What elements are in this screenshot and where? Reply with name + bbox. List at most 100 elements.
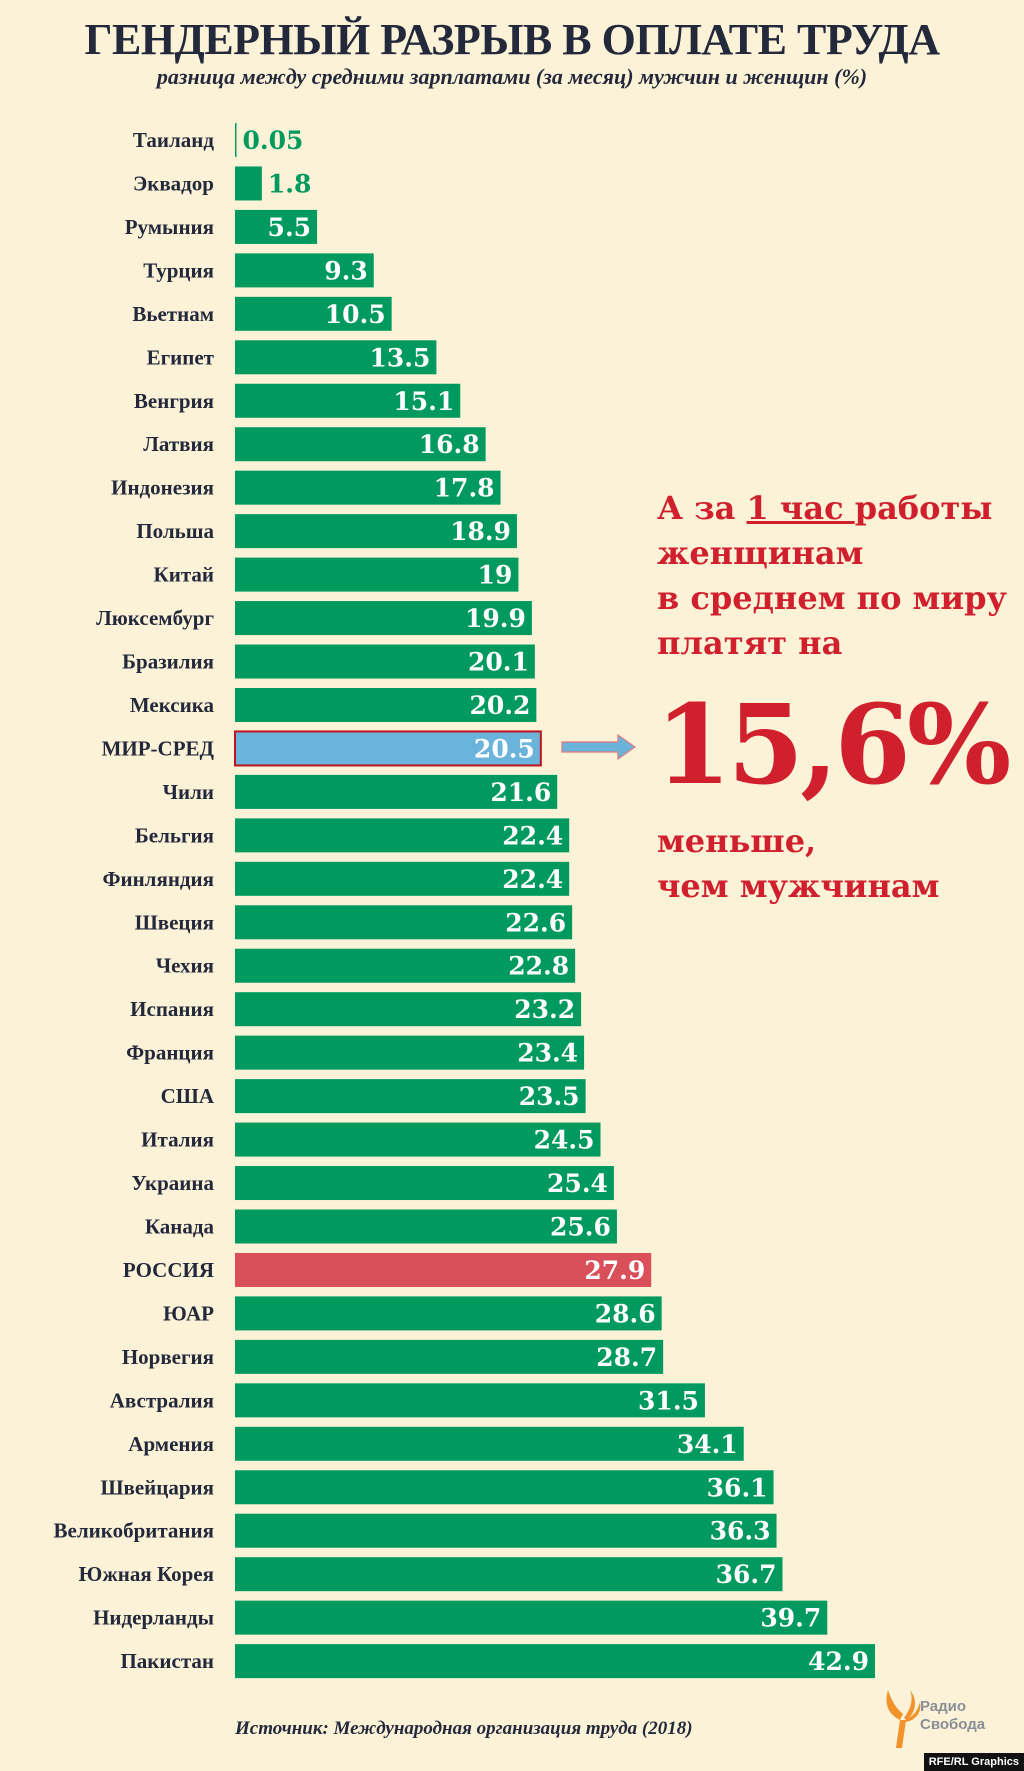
bar — [235, 1122, 601, 1157]
value-label: 0.05 — [243, 126, 304, 155]
bar — [235, 123, 237, 157]
callout-line-2: женщинам — [657, 534, 864, 572]
callout-line-5: меньше, — [657, 822, 817, 860]
category-label: Австралия — [110, 1388, 214, 1412]
category-label: ЮАР — [163, 1301, 214, 1325]
bar — [235, 687, 537, 722]
bar — [235, 1600, 828, 1635]
value-label: 39.7 — [760, 1604, 821, 1633]
bar — [235, 427, 486, 462]
callout-line-1: А за 1 час работы — [657, 486, 992, 531]
value-label: 22.6 — [505, 908, 566, 937]
value-label: 15.1 — [393, 387, 454, 416]
bar — [235, 253, 374, 288]
value-label: 42.9 — [808, 1647, 869, 1676]
bar — [235, 601, 532, 636]
value-label: 9.3 — [324, 256, 368, 285]
bar-chart: Таиланд 0.05 Эквадор 1.8 Румыния 5.5 Турция 9.3… — [54, 123, 875, 1679]
bar — [235, 1644, 875, 1679]
category-label: США — [161, 1084, 215, 1108]
value-label: 31.5 — [638, 1386, 699, 1415]
category-label: Испания — [130, 997, 214, 1021]
category-label: Люксембург — [96, 606, 214, 630]
category-label: Бразилия — [122, 650, 214, 674]
logo-text-line-1: Радио — [920, 1698, 967, 1715]
value-label: 22.8 — [508, 952, 569, 981]
bar — [235, 1513, 777, 1548]
category-label: Китай — [154, 563, 215, 587]
bar — [235, 948, 576, 983]
value-label: 23.2 — [514, 995, 575, 1024]
bar — [235, 514, 517, 549]
value-label: 28.6 — [595, 1299, 656, 1328]
value-label: 36.7 — [716, 1560, 777, 1589]
bar — [235, 992, 582, 1027]
value-label: 10.5 — [325, 300, 386, 329]
bar — [235, 209, 318, 244]
category-label: Мексика — [130, 693, 215, 717]
bar — [235, 383, 461, 418]
bar — [235, 774, 558, 809]
value-label: 17.8 — [434, 474, 495, 503]
bar — [235, 1166, 614, 1201]
category-label: Украина — [131, 1171, 214, 1195]
category-label: Польша — [136, 519, 214, 543]
value-label: 21.6 — [490, 778, 551, 807]
value-label: 20.5 — [474, 734, 535, 763]
value-label: 20.1 — [468, 648, 529, 677]
value-label: 23.5 — [519, 1082, 580, 1111]
credit-badge: RFE/RL Graphics — [923, 1753, 1024, 1771]
chart-title: ГЕНДЕРНЫЙ РАЗРЫВ В ОПЛАТЕ ТРУДА — [84, 15, 940, 64]
value-label: 19 — [478, 561, 513, 590]
bar — [235, 1079, 586, 1114]
chart-subtitle: разница между средними зарплатами (за ме… — [156, 64, 868, 89]
bar — [235, 166, 262, 201]
category-label: Таиланд — [133, 128, 214, 152]
value-label: 36.1 — [707, 1473, 768, 1502]
callout-line-3: в среднем по миру — [657, 579, 1007, 617]
arrow-right-icon — [561, 733, 637, 761]
value-label: 19.9 — [465, 604, 526, 633]
callout-underlined: 1 час — [746, 489, 855, 527]
category-label: Норвегия — [122, 1345, 214, 1369]
category-label: Венгрия — [134, 389, 214, 413]
category-label: Великобритания — [54, 1519, 214, 1543]
category-label: МИР-СРЕД — [102, 736, 215, 760]
category-label: РОССИЯ — [123, 1258, 214, 1282]
source-note: Источник: Международная организация труд… — [235, 1718, 693, 1739]
value-label: 5.5 — [268, 213, 312, 242]
bar — [235, 1557, 783, 1592]
category-label: Чили — [163, 780, 214, 804]
value-label: 24.5 — [534, 1126, 595, 1155]
value-label: 1.8 — [268, 169, 312, 198]
category-label: Франция — [126, 1041, 214, 1065]
value-label: 22.4 — [502, 865, 563, 894]
bar — [235, 818, 570, 853]
bar — [235, 470, 501, 505]
value-label: 36.3 — [710, 1517, 771, 1546]
category-label: Латвия — [143, 432, 214, 456]
bar — [235, 340, 437, 375]
bar — [235, 296, 392, 331]
callout-text: А за — [657, 489, 747, 527]
category-label: Вьетнам — [132, 302, 214, 326]
bar — [235, 861, 570, 896]
radio-svoboda-logo-icon — [886, 1690, 921, 1748]
category-label: Нидерланды — [93, 1606, 214, 1630]
category-label: Италия — [141, 1128, 214, 1152]
category-label: Пакистан — [120, 1649, 214, 1673]
logo-text-line-2: Свобода — [920, 1716, 986, 1733]
value-label: 13.5 — [370, 343, 431, 372]
bar — [235, 1035, 585, 1070]
bar — [235, 1296, 662, 1331]
category-label: Бельгия — [135, 823, 214, 847]
callout-big-value: 15,6% — [655, 680, 1011, 809]
category-label: Южная Корея — [79, 1562, 214, 1586]
callout-text: работы — [854, 489, 993, 527]
bar — [234, 730, 542, 767]
value-label: 18.9 — [450, 517, 511, 546]
value-label: 27.9 — [584, 1256, 645, 1285]
category-label: Швейцария — [100, 1475, 214, 1499]
category-label: Турция — [143, 258, 214, 282]
category-label: Армения — [128, 1432, 214, 1456]
